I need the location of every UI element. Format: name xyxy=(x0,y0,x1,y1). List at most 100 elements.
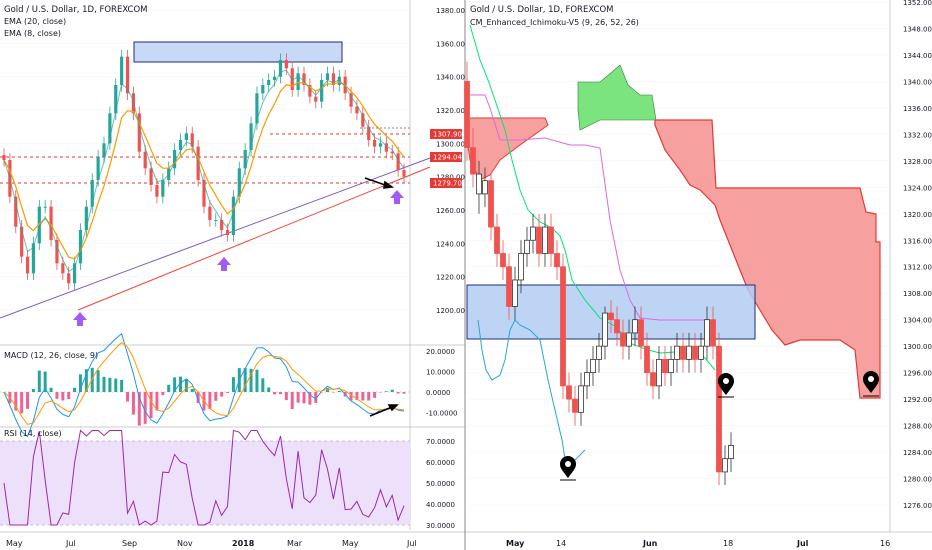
macd-histogram-bar xyxy=(355,392,359,401)
right-y-tick: 1300.00 xyxy=(903,343,932,351)
macd-histogram-bar xyxy=(361,392,365,401)
candle-body xyxy=(272,76,277,80)
candle-body xyxy=(61,263,65,274)
candle-body xyxy=(608,312,614,321)
candle-body xyxy=(278,60,283,77)
macd-histogram-bar xyxy=(396,392,400,394)
candle-body xyxy=(172,150,177,169)
candle-body xyxy=(120,56,124,85)
right-y-tick: 1296.00 xyxy=(903,370,932,378)
candle-body xyxy=(243,150,247,169)
macd-histogram-bar xyxy=(149,392,153,419)
candle-body xyxy=(220,220,224,230)
macd-histogram-bar xyxy=(108,377,112,392)
macd-histogram-bar xyxy=(331,392,335,393)
right-y-tick: 1308.00 xyxy=(903,290,932,298)
candle-body xyxy=(668,358,674,374)
left-y-axis: 1380.00 1360.00 1340.00 1320.00 1300.00 1280.… xyxy=(409,0,465,530)
x-tick-label: 14 xyxy=(556,539,566,548)
candle-body xyxy=(488,180,494,228)
macd-histogram-bar xyxy=(78,374,82,392)
y-tick-label: 1380.00 xyxy=(436,7,465,15)
candle-body xyxy=(620,332,626,347)
candle-body xyxy=(43,206,47,208)
x-tick-label: 18 xyxy=(723,539,733,548)
candle-body xyxy=(716,345,722,473)
candle-body xyxy=(72,263,77,284)
candle-body xyxy=(530,226,536,241)
ema8-line xyxy=(3,69,405,273)
candle-body xyxy=(137,113,141,152)
right-x-axis: May 14 Jun 18 Jul 16 xyxy=(465,531,932,548)
right-y-tick: 1276.00 xyxy=(903,502,932,510)
macd-histogram-bar xyxy=(326,387,330,392)
candle-body xyxy=(518,253,524,281)
trendline-purple[interactable] xyxy=(0,157,431,319)
macd-pane: MACD (12, 26, close, 9) 20.0000 10.0000 0.… xyxy=(0,332,465,438)
candle-body xyxy=(692,345,698,360)
candle-body xyxy=(554,253,560,268)
kumo-cloud-bear xyxy=(654,119,881,399)
macd-title: MACD (12, 26, close, 9) xyxy=(4,351,98,360)
rsi-line xyxy=(3,429,405,526)
candle-body xyxy=(378,143,383,147)
candle-body xyxy=(355,106,359,114)
macd-histogram-bar xyxy=(384,391,388,392)
macd-histogram-bar xyxy=(20,392,24,414)
right-title: Gold / U.S. Dollar, 1D, FOREXCOM xyxy=(470,5,614,15)
right-y-axis: 1352.00 1348.00 1344.00 1340.00 1336.00 1332.… xyxy=(889,0,932,532)
candle-body xyxy=(237,168,241,197)
macd-histogram-bar xyxy=(84,369,88,392)
macd-histogram-bar xyxy=(173,377,177,392)
candle-body xyxy=(284,60,288,69)
macd-histogram-bar xyxy=(96,370,100,392)
trendline-red[interactable] xyxy=(77,166,431,311)
candle-body xyxy=(302,73,306,85)
resistance-zone[interactable] xyxy=(133,41,343,63)
y-tick-label: 1360.00 xyxy=(436,40,465,48)
macd-histogram-bar xyxy=(314,392,318,403)
candle-body xyxy=(524,239,530,254)
macd-histogram-bar xyxy=(337,390,341,392)
candle-body xyxy=(108,113,112,144)
candle-body xyxy=(500,253,506,268)
candle-body xyxy=(402,170,406,177)
rsi-pane: RSI (14, close) 70.0000 60.0000 50.0000 40.… xyxy=(0,426,465,530)
candle-body xyxy=(464,81,470,149)
macd-histogram-bar xyxy=(373,392,377,398)
macd-histogram-bar xyxy=(231,377,235,392)
macd-histogram-bar xyxy=(290,392,294,410)
y-tick-label: 1260.00 xyxy=(436,207,465,215)
macd-y-tick: 0.0000 xyxy=(426,389,451,397)
macd-histogram-bar xyxy=(120,379,124,392)
macd-histogram-bar xyxy=(349,392,353,401)
macd-histogram-bar xyxy=(137,392,141,426)
right-y-tick: 1292.00 xyxy=(903,396,932,404)
x-tick-label: Nov xyxy=(177,539,193,548)
macd-histogram-bar xyxy=(55,392,59,399)
macd-histogram-bar xyxy=(226,392,230,393)
candle-body xyxy=(178,140,183,150)
price-label-1294: 1294.04 xyxy=(433,154,462,162)
candle-body xyxy=(331,73,336,85)
macd-histogram-bar xyxy=(37,370,41,392)
x-tick-label: 16 xyxy=(880,539,890,548)
candle-body xyxy=(102,143,106,157)
right-price-pane: Gold / U.S. Dollar, 1D, FOREXCOM CM_Enha… xyxy=(464,0,890,550)
candle-body xyxy=(37,206,41,244)
macd-y-tick: 10.0000 xyxy=(426,369,455,377)
candle-body xyxy=(114,85,118,114)
macd-histogram-bar xyxy=(255,369,259,392)
right-y-tick: 1332.00 xyxy=(903,131,932,139)
candle-body xyxy=(208,206,212,220)
location-pin-icon xyxy=(560,456,576,481)
candle-body xyxy=(231,196,236,235)
macd-histogram-bar xyxy=(26,392,30,409)
candles-right xyxy=(464,61,734,486)
candle-body xyxy=(494,226,500,254)
candle-body xyxy=(662,358,668,374)
candle-body xyxy=(367,126,371,140)
candle-body xyxy=(482,180,488,195)
rsi-y-tick: 40.0000 xyxy=(426,501,455,509)
